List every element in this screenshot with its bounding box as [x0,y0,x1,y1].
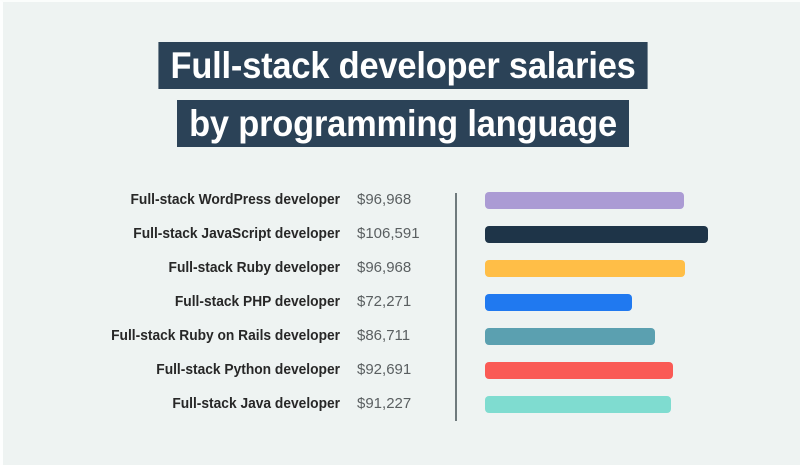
bar-row-label: Full-stack JavaScript developer [133,226,340,242]
bar-row-label: Full-stack Ruby developer [168,260,340,276]
bar-chart: Full-stack WordPress developer $96,968 Ful… [3,188,800,428]
chart-title-line-1: Full-stack developer salaries [158,42,648,89]
bar-segment [485,294,632,311]
bar-row-value: $96,968 [357,259,412,276]
bar-row-label: Full-stack Python developer [156,362,340,378]
table-row: Full-stack JavaScript developer $106,591 [3,222,800,256]
bar-segment [485,396,671,413]
table-row: Full-stack Python developer $92,691 [3,358,800,392]
bar-row-value: $72,271 [357,293,412,310]
bar-row-label: Full-stack WordPress developer [130,192,340,208]
bar-row-value: $91,227 [357,395,412,412]
bar-segment [485,362,673,379]
table-row: Full-stack Java developer $91,227 [3,392,800,426]
bar-segment [485,226,708,243]
bar-row-value: $86,711 [357,327,411,344]
table-row: Full-stack WordPress developer $96,968 [3,188,800,222]
bar-segment [485,192,684,209]
bar-row-label: Full-stack Java developer [172,396,340,412]
bar-row-value: $92,691 [357,361,412,378]
bar-row-label: Full-stack Ruby on Rails developer [111,328,340,344]
bar-row-value: $106,591 [357,225,420,242]
table-row: Full-stack Ruby on Rails developer $86,71… [3,324,800,358]
chart-title: Full-stack developer salaries by program… [3,42,800,147]
table-row: Full-stack Ruby developer $96,968 [3,256,800,290]
bar-row-label: Full-stack PHP developer [174,294,340,310]
bar-segment [485,260,685,277]
vertical-axis-line [455,193,457,421]
chart-title-line-2: by programming language [176,100,629,147]
bar-row-value: $96,968 [357,191,412,208]
table-row: Full-stack PHP developer $72,271 [3,290,800,324]
bar-segment [485,328,655,345]
